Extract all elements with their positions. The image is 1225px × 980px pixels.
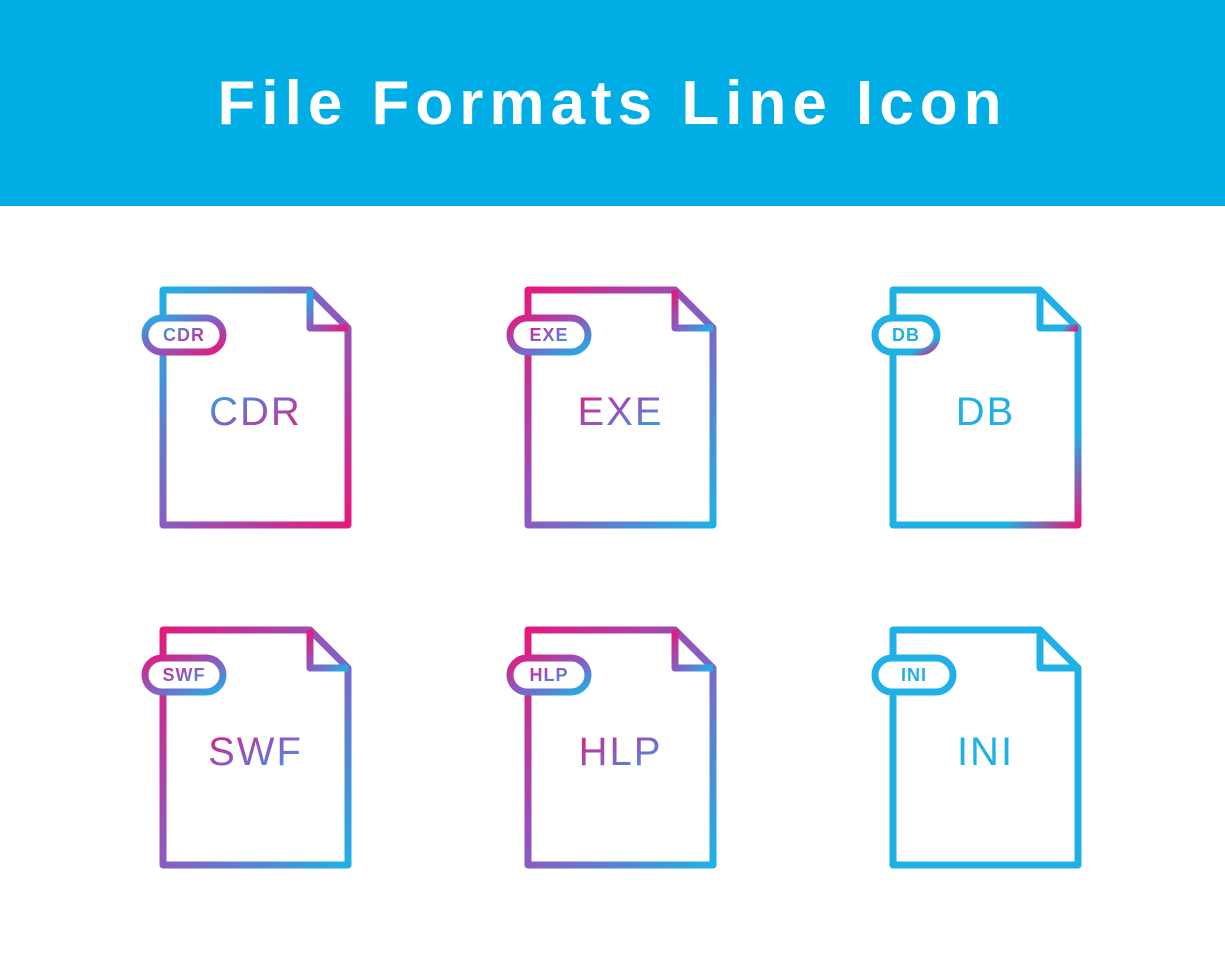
center-text: SWF — [208, 730, 303, 774]
badge-text: SWF — [162, 665, 205, 685]
file-hlp-icon: HLP HLP — [498, 616, 728, 896]
icon-grid: CDR CDR EXE EXE DB DB SWF SWF — [0, 206, 1225, 956]
center-text: INI — [956, 730, 1013, 774]
icon-cell: DB DB — [860, 276, 1095, 556]
file-db-icon: DB DB — [863, 276, 1093, 556]
center-text: HLP — [578, 730, 662, 774]
center-text: DB — [955, 390, 1015, 434]
badge-text: HLP — [529, 665, 568, 685]
file-ini-icon: INI INI — [863, 616, 1093, 896]
badge-text: CDR — [163, 325, 205, 345]
center-text: CDR — [209, 390, 302, 434]
badge-text: INI — [900, 665, 926, 685]
banner-title: File Formats Line Icon — [218, 68, 1008, 139]
icon-cell: INI INI — [860, 616, 1095, 896]
file-swf-icon: SWF SWF — [133, 616, 363, 896]
badge-text: DB — [892, 325, 920, 345]
icon-cell: SWF SWF — [130, 616, 365, 896]
title-banner: File Formats Line Icon — [0, 0, 1225, 206]
file-cdr-icon: CDR CDR — [133, 276, 363, 556]
icon-cell: CDR CDR — [130, 276, 365, 556]
icon-cell: HLP HLP — [495, 616, 730, 896]
file-exe-icon: EXE EXE — [498, 276, 728, 556]
badge-text: EXE — [529, 325, 568, 345]
icon-cell: EXE EXE — [495, 276, 730, 556]
center-text: EXE — [577, 390, 663, 434]
